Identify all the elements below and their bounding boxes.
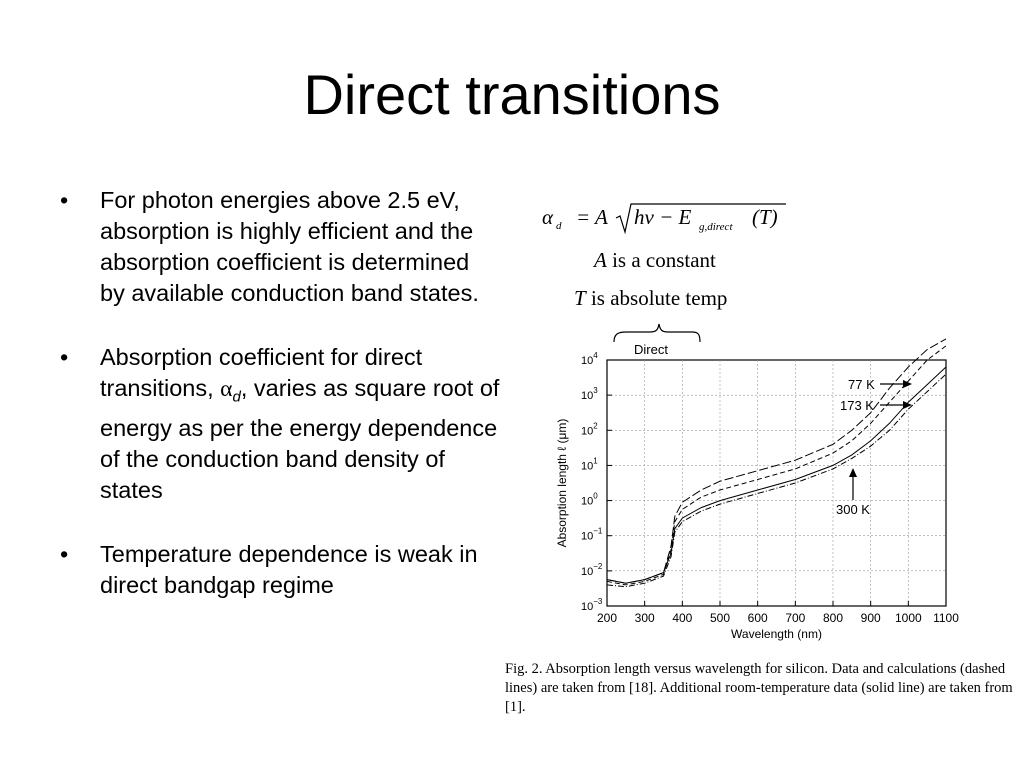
y-axis-label: Absorption length ℓ (μm) (555, 419, 569, 548)
figure-caption: Fig. 2. Absorption length versus wavelen… (505, 661, 1013, 715)
eq-lhs: α (542, 205, 554, 229)
eq-equals: = A (576, 205, 608, 229)
series-line-4 (606, 373, 947, 588)
eq-radicand-tail: (T) (752, 205, 778, 229)
series-line-3 (606, 338, 947, 584)
bullet-dot: • (60, 344, 69, 370)
arrowhead-300k (849, 468, 857, 477)
x-tick-label: 600 (748, 611, 768, 625)
annotation-173k: 173 K (840, 398, 874, 413)
y-tick-label: 100 (581, 492, 598, 508)
equation: α d = A hν − E g,direct (T) (538, 200, 798, 240)
series-line-1 (606, 366, 947, 584)
bullet-dot: • (60, 540, 69, 567)
bullet-item: • Temperature dependence is weak in dire… (60, 539, 500, 601)
plot-frame (606, 359, 947, 607)
equation-svg: α d = A hν − E g,direct (T) (542, 203, 786, 235)
slide-title: Direct transitions (303, 63, 721, 126)
x-tick-label: 1100 (933, 611, 959, 625)
eq-radicand-sub: g,direct (699, 221, 733, 233)
annotation-300k: 300 K (836, 502, 870, 517)
x-axis-label: Wavelength (nm) (731, 627, 822, 641)
y-tick-label: 10−1 (581, 527, 603, 543)
y-tick-label: 102 (581, 421, 598, 437)
x-tick-label: 300 (635, 611, 655, 625)
alpha-symbol: α (220, 376, 233, 402)
temp-note: T is absolute temp (574, 286, 728, 310)
plot-area: 200 300 400 500 600 700 800 900 1000 1100 104 103 10… (555, 338, 959, 641)
bullet-text: For photon energies above 2.5 eV, absorp… (100, 187, 479, 306)
bullet-list: • For photon energies above 2.5 eV, abso… (60, 185, 500, 634)
bullet-item: • Absorption coefficient for direct tran… (60, 342, 500, 506)
alpha-subscript: d (232, 388, 241, 406)
eq-radicand: hν − E (634, 205, 691, 229)
brace-label: Direct (634, 342, 668, 357)
y-tick-label: 104 (581, 351, 598, 367)
x-tick-label: 200 (597, 611, 617, 625)
x-tick-label: 800 (823, 611, 843, 625)
x-tick-label: 500 (710, 611, 730, 625)
annotation-77k: 77 K (848, 377, 875, 392)
arrowhead-77k (903, 380, 912, 388)
y-tick-label: 10−3 (581, 597, 603, 613)
series-line-2 (606, 345, 947, 586)
x-tick-label: 1000 (895, 611, 922, 625)
bullet-dot: • (60, 187, 69, 213)
bullet-text-after: , varies as square root of energy as per… (100, 375, 500, 503)
bullet-text: Temperature dependence is weak in direct… (100, 540, 478, 598)
eq-lhs-sub: d (556, 220, 562, 232)
y-tick-label: 103 (581, 386, 598, 402)
y-tick-label: 10−2 (581, 562, 603, 578)
x-tick-label: 700 (785, 611, 805, 625)
y-tick-label: 101 (581, 456, 598, 472)
x-tick-label: 400 (672, 611, 692, 625)
x-tick-label: 900 (861, 611, 881, 625)
sqrt-sign (615, 203, 786, 235)
bullet-text-before: Absorption coefficient for direct transi… (100, 344, 423, 401)
bullet-item: • For photon energies above 2.5 eV, abso… (60, 185, 500, 309)
arrowhead-173k (903, 401, 912, 409)
direct-brace (613, 323, 701, 343)
constant-note: A is a constant (594, 248, 716, 272)
